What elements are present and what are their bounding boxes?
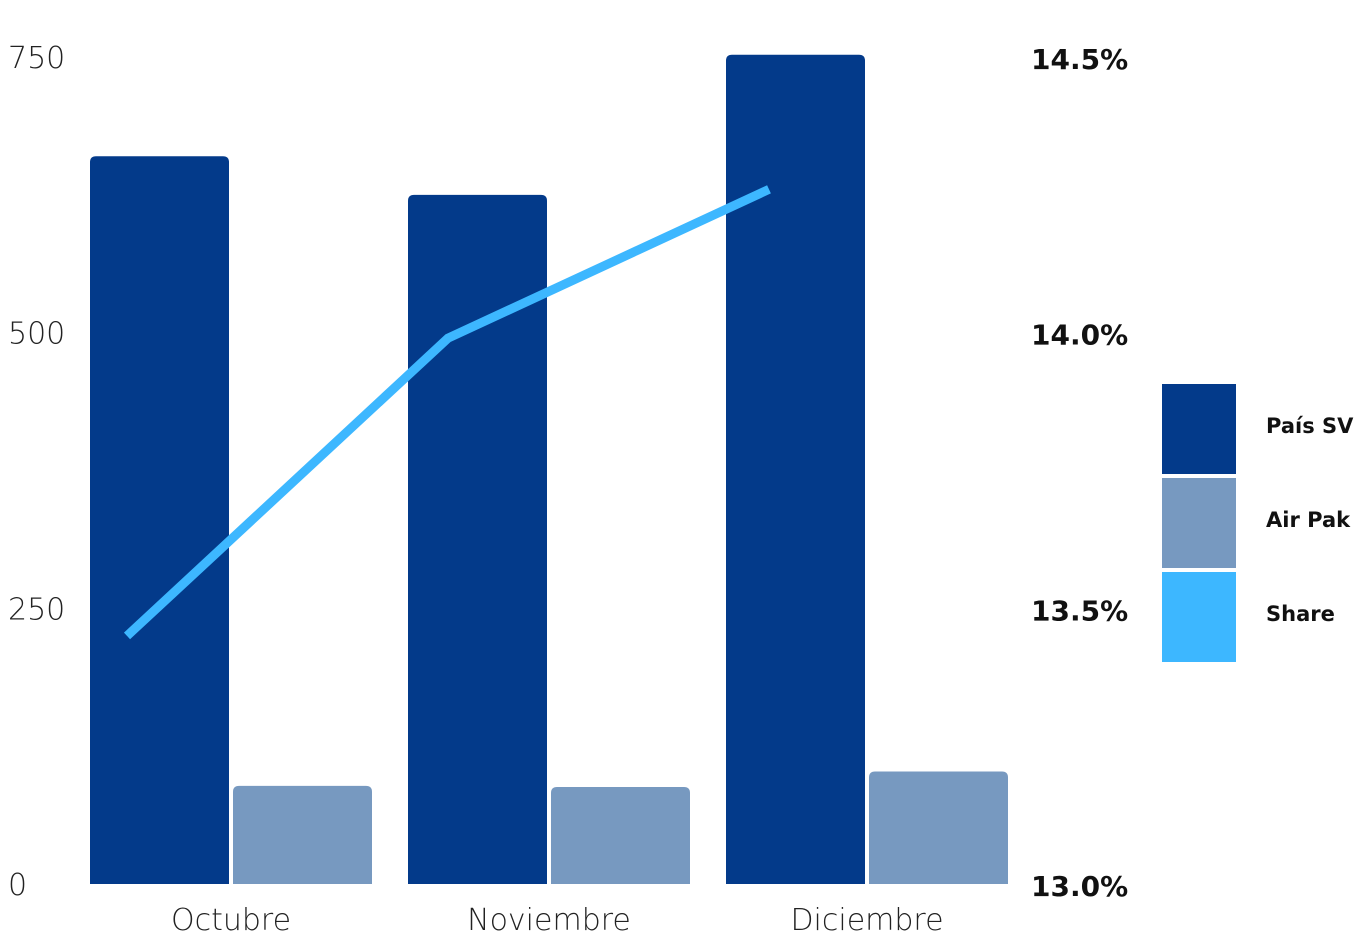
legend-label: Air Pak [1266, 508, 1351, 532]
category-labels: Octubre Noviembre Diciembre [171, 903, 944, 937]
legend-swatch [1162, 384, 1236, 474]
category-label: Noviembre [467, 903, 631, 937]
share-line [123, 185, 771, 640]
right-tick-label: 13.0% [1031, 870, 1128, 903]
right-tick-label: 14.5% [1031, 43, 1128, 76]
legend-swatch [1162, 478, 1236, 568]
left-tick-label: 500 [8, 317, 65, 352]
legend-label: País SV [1266, 414, 1354, 438]
legend-item-pais-sv[interactable]: País SV [1162, 384, 1362, 474]
bar-pa-s-sv-diciembre[interactable] [726, 54, 865, 884]
bar-air-pak-octubre[interactable] [233, 785, 372, 884]
legend-swatch [1162, 572, 1236, 662]
left-tick-label: 750 [8, 41, 65, 76]
bar-pa-s-sv-octubre[interactable] [90, 156, 229, 885]
right-tick-label: 13.5% [1031, 594, 1128, 627]
category-label: Octubre [171, 903, 291, 937]
legend-item-air-pak[interactable]: Air Pak [1162, 478, 1362, 568]
legend: País SV Air Pak Share [1162, 384, 1362, 666]
left-axis-ticks: 0 250 500 750 [8, 41, 65, 903]
bar-pa-s-sv-noviembre[interactable] [408, 194, 547, 885]
left-tick-label: 0 [8, 868, 27, 903]
right-tick-label: 14.0% [1031, 319, 1128, 352]
right-axis-ticks: 13.0% 13.5% 14.0% 14.5% [1031, 43, 1128, 903]
legend-label: Share [1266, 602, 1335, 626]
bar-air-pak-diciembre[interactable] [869, 771, 1008, 884]
left-tick-label: 250 [8, 592, 65, 627]
legend-item-share[interactable]: Share [1162, 572, 1362, 662]
category-label: Diciembre [790, 903, 943, 937]
bar-air-pak-noviembre[interactable] [551, 786, 690, 884]
bars [90, 54, 1008, 885]
